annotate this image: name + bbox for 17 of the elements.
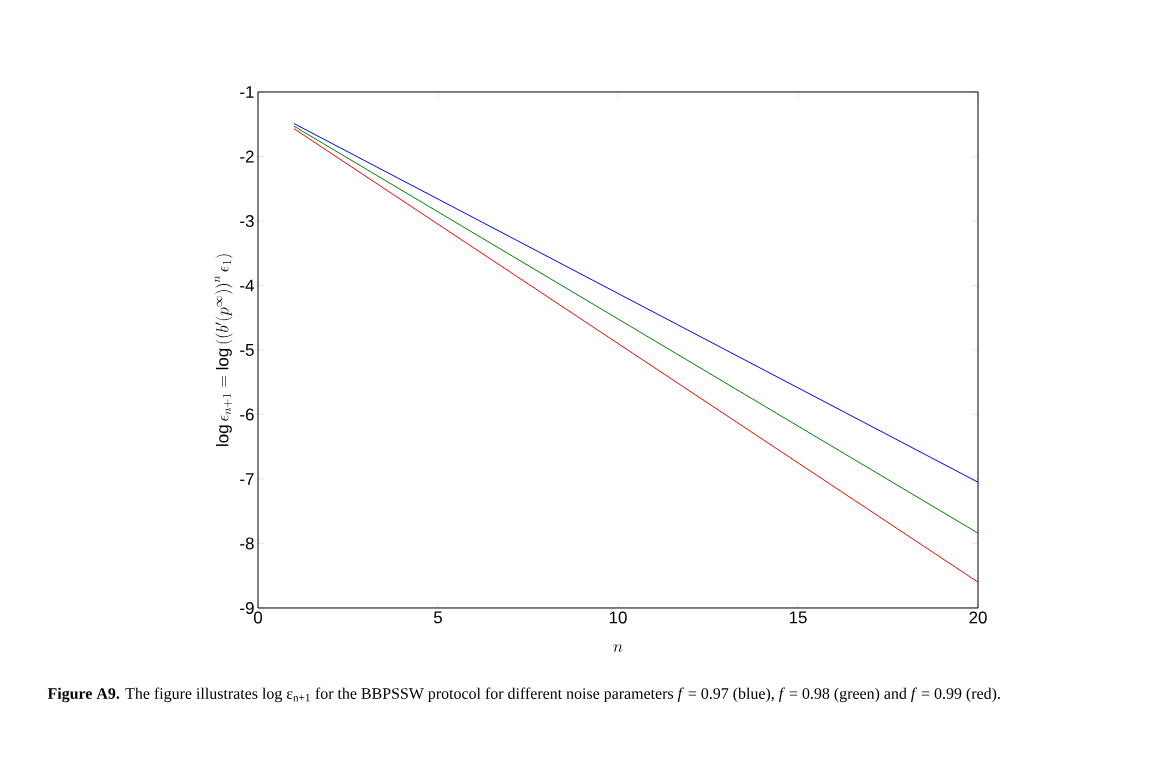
y-tick-label: -9 bbox=[240, 601, 254, 614]
x-tick-label: 15 bbox=[789, 611, 807, 624]
y-axis-title: $\log \epsilon_{n+1} = \log \left( \left( b'(p^{\infty}) \right)^{n} \epsilon_1 \right)$ bbox=[214, 254, 233, 446]
x-tick-label: 20 bbox=[969, 611, 987, 624]
x-tick-label: 5 bbox=[433, 611, 442, 624]
y-tick-label: -7 bbox=[240, 473, 254, 485]
y-tick-label: -8 bbox=[240, 537, 254, 550]
y-tick-label: -4 bbox=[240, 279, 254, 292]
y-tick-label: -1 bbox=[240, 86, 254, 98]
y-tick-label: -5 bbox=[240, 344, 254, 356]
x-tick-label: 10 bbox=[609, 611, 627, 624]
y-tick-label: -6 bbox=[240, 408, 254, 421]
text: Figure A9. The figure illustrates log ε$_{n+1}$ for the BBPSSW protocol for different noise parameters f = 0.97 (blue), f = 0.98 (green) and f = 0.99 (red). bbox=[47, 687, 1000, 703]
x-axis-title: $n$ bbox=[613, 644, 623, 652]
x-tick-label: 0 bbox=[253, 611, 263, 624]
y-tick-label: -3 bbox=[240, 214, 254, 227]
y-tick-label: -2 bbox=[240, 150, 254, 163]
